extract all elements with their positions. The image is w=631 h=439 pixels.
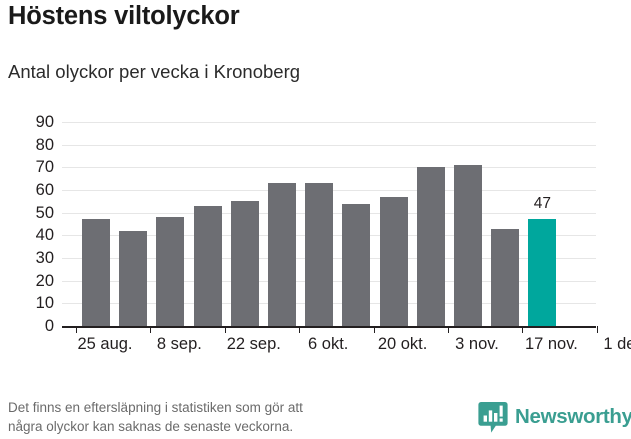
x-tick-label: 1 dec.: [603, 335, 631, 353]
x-tick-label: 8 sep.: [156, 335, 202, 353]
x-axis-line: [62, 326, 596, 328]
x-tick: [373, 326, 375, 333]
page-title: Höstens viltolyckor: [8, 2, 240, 30]
bar[interactable]: [230, 201, 259, 326]
x-tick-label: 17 nov.: [524, 335, 578, 353]
gridline: [62, 144, 596, 146]
y-tick-label: 50: [35, 203, 54, 222]
y-tick-label: 30: [35, 248, 54, 267]
x-tick: [299, 326, 301, 333]
y-axis-labels: 0 10 20 30 40 50 60 70 80 90: [0, 114, 54, 334]
footnote-text: Det finns en eftersläpning i statistiken…: [8, 400, 303, 435]
x-tick-label: 20 okt.: [377, 335, 428, 353]
y-tick-label: 40: [35, 226, 54, 245]
x-tick: [150, 326, 152, 333]
x-tick-label: 25 aug.: [77, 335, 133, 353]
x-tick: [76, 326, 77, 333]
y-tick-label: 80: [35, 135, 54, 154]
y-tick-label: 70: [35, 158, 54, 177]
y-tick-label: 90: [35, 112, 54, 131]
page-subtitle: Antal olyckor per vecka i Kronoberg: [8, 61, 301, 82]
y-tick-label: 0: [44, 316, 54, 335]
bar[interactable]: [82, 219, 110, 326]
bar[interactable]: [454, 165, 482, 326]
bar[interactable]: [305, 183, 334, 326]
x-tick-label: 3 nov.: [455, 335, 499, 353]
bar[interactable]: [268, 183, 296, 326]
bar[interactable]: [193, 205, 222, 326]
bar[interactable]: [416, 167, 445, 326]
x-tick: [224, 326, 226, 333]
gridline: [62, 167, 596, 169]
y-tick-label: 10: [35, 294, 54, 313]
bar-chart-bubble-icon: [478, 401, 508, 434]
y-tick-label: 20: [35, 271, 54, 290]
bar[interactable]: [156, 217, 185, 326]
gridline: [62, 122, 596, 123]
bar[interactable]: [528, 219, 557, 326]
plot-area: 47: [62, 118, 596, 326]
brand-name: Newsworthy: [515, 405, 631, 429]
newsworthy-logo[interactable]: Newsworthy: [478, 401, 631, 434]
bar[interactable]: [379, 196, 408, 326]
x-tick: [522, 326, 524, 333]
x-tick-label: 6 okt.: [308, 335, 349, 353]
y-tick-label: 60: [35, 180, 54, 199]
bar-chart: 0 10 20 30 40 50 60 70 80 90 47 25 aug. 8 sep. 22 s…: [0, 110, 631, 360]
bar[interactable]: [342, 203, 371, 326]
x-tick-label: 22 sep.: [226, 335, 281, 353]
bar-value-label: 47: [533, 195, 552, 213]
bar-series: 47: [62, 118, 596, 326]
bar[interactable]: [491, 228, 520, 326]
bar[interactable]: [119, 230, 148, 326]
x-tick: [448, 326, 449, 333]
chart-footer: Det finns en eftersläpning i statistiken…: [0, 398, 631, 439]
x-tick: [596, 326, 598, 333]
